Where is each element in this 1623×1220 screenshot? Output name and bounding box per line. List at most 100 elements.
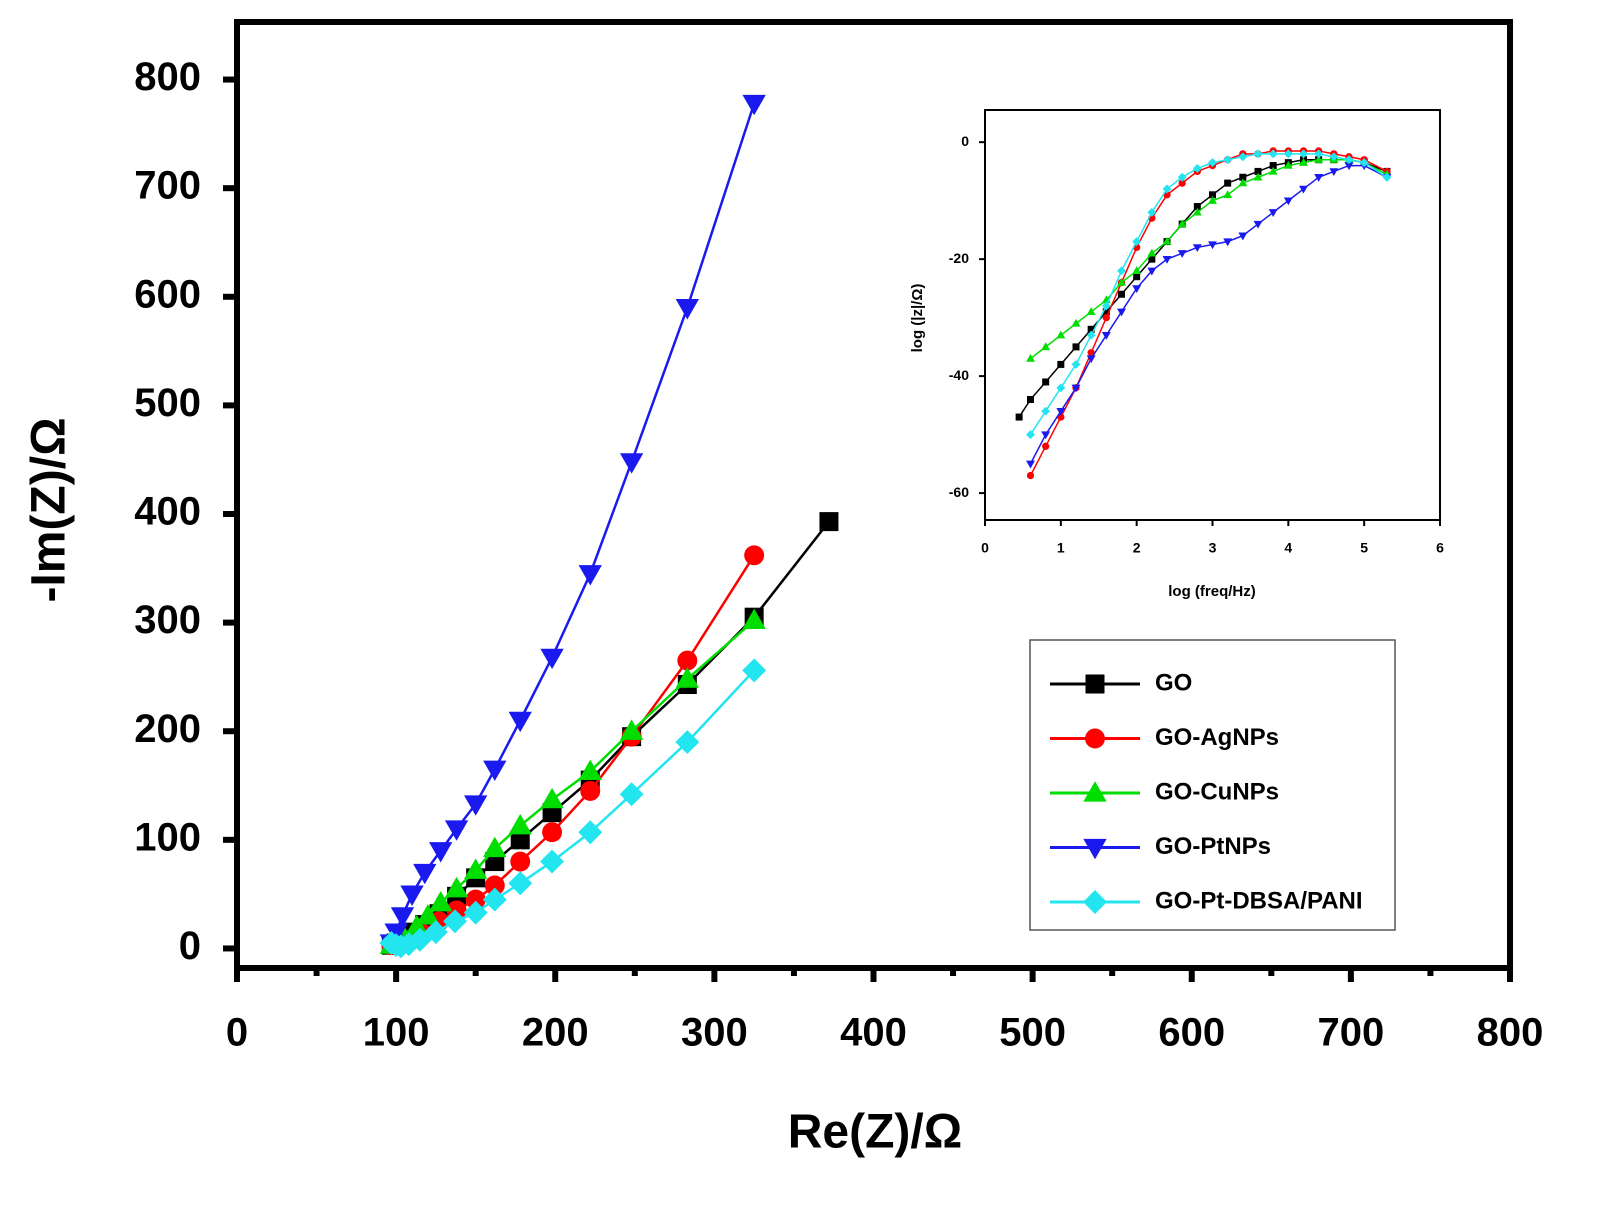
- marker: [413, 863, 437, 885]
- legend-label: GO-Pt-DBSA/PANI: [1155, 887, 1363, 914]
- legend-label: GO-AgNPs: [1155, 724, 1279, 751]
- marker: [1085, 674, 1105, 694]
- x-tick-label: 2: [1133, 540, 1141, 556]
- marker: [1147, 207, 1157, 217]
- legend: GO GO-AgNPs GO-CuNPs GO-PtNPs GO-Pt-DBSA/PAN…: [1029, 639, 1396, 931]
- marker: [1117, 266, 1126, 276]
- marker: [508, 813, 532, 835]
- marker: [1026, 460, 1035, 469]
- series-line: [1029, 153, 1388, 436]
- y-tick-label: -20: [949, 250, 969, 266]
- marker: [1041, 406, 1051, 416]
- x-tick-label: 6: [1436, 540, 1444, 556]
- x-axis-label: log (freq/Hz): [1168, 583, 1256, 600]
- x-tick-label: 0: [226, 1011, 248, 1055]
- x-tick-label: 3: [1209, 540, 1217, 556]
- marker: [1208, 158, 1217, 168]
- marker: [1299, 158, 1308, 166]
- marker: [1071, 359, 1081, 369]
- y-tick-label: 200: [134, 707, 201, 751]
- marker: [1177, 250, 1187, 258]
- marker: [1015, 413, 1023, 421]
- marker: [1177, 219, 1187, 228]
- marker: [464, 858, 488, 879]
- y-tick-label: 800: [134, 55, 201, 99]
- marker: [540, 787, 564, 809]
- marker: [443, 909, 467, 934]
- x-tick-label: 800: [1477, 1011, 1544, 1055]
- marker: [1299, 185, 1308, 194]
- y-tick-label: 700: [134, 164, 201, 208]
- marker: [1299, 149, 1308, 159]
- marker: [1132, 285, 1142, 293]
- marker: [1238, 152, 1248, 162]
- plot-frame: [984, 109, 1441, 521]
- series-line: [1018, 158, 1388, 418]
- marker: [1268, 209, 1278, 217]
- marker: [1041, 431, 1051, 440]
- inset-chart: 0 1 2 3 4 5 6 0 -20 -40 -60 log (freq/Hz) log (|z|/Ω…: [909, 109, 1444, 600]
- marker: [1148, 255, 1156, 263]
- marker: [1056, 383, 1066, 393]
- marker: [677, 650, 698, 671]
- x-tick-label: 500: [999, 1011, 1066, 1055]
- marker: [1056, 408, 1066, 416]
- marker: [416, 904, 440, 925]
- y-axis-label: -Im(Z)/Ω: [23, 417, 76, 602]
- marker: [1208, 196, 1217, 204]
- marker: [1132, 237, 1142, 247]
- marker: [1253, 149, 1263, 159]
- marker: [1085, 728, 1105, 749]
- marker: [1117, 308, 1126, 317]
- marker: [675, 730, 700, 755]
- marker: [483, 836, 507, 858]
- marker: [1083, 890, 1107, 914]
- marker: [1253, 220, 1263, 229]
- marker: [508, 871, 533, 896]
- marker: [1208, 241, 1217, 250]
- marker: [1359, 158, 1369, 168]
- marker: [482, 887, 507, 912]
- marker: [1117, 277, 1126, 286]
- y-tick-label: 300: [134, 598, 201, 642]
- marker: [1026, 471, 1035, 480]
- marker: [1086, 330, 1096, 340]
- marker: [483, 760, 507, 782]
- legend-label: GO: [1155, 669, 1192, 696]
- marker: [742, 608, 766, 630]
- marker: [1283, 197, 1293, 206]
- marker: [578, 759, 602, 781]
- marker: [510, 851, 531, 872]
- marker: [444, 876, 469, 898]
- marker: [1162, 236, 1172, 245]
- x-tick-label: 300: [681, 1011, 748, 1055]
- y-tick-label: 0: [961, 133, 969, 149]
- marker: [1026, 430, 1035, 440]
- marker: [463, 900, 488, 925]
- marker: [1314, 174, 1324, 182]
- y-tick-label: 0: [179, 924, 201, 968]
- marker: [1042, 378, 1050, 386]
- marker: [542, 822, 563, 843]
- marker: [390, 907, 415, 928]
- marker: [1072, 343, 1080, 351]
- marker: [742, 94, 766, 116]
- marker: [1147, 267, 1157, 276]
- marker: [1057, 360, 1065, 368]
- y-tick-label: -40: [949, 367, 969, 383]
- marker: [1083, 781, 1107, 802]
- marker: [423, 920, 448, 945]
- x-tick-label: 200: [522, 1011, 589, 1055]
- marker: [1026, 353, 1035, 362]
- marker: [578, 565, 602, 586]
- marker: [464, 795, 488, 816]
- marker: [1223, 190, 1233, 199]
- marker: [1056, 330, 1066, 339]
- y-tick-label: 100: [134, 815, 201, 859]
- marker: [1133, 273, 1141, 281]
- marker: [580, 781, 601, 801]
- y-tick-label: 600: [134, 272, 201, 316]
- marker: [1101, 331, 1111, 340]
- marker: [1344, 155, 1354, 165]
